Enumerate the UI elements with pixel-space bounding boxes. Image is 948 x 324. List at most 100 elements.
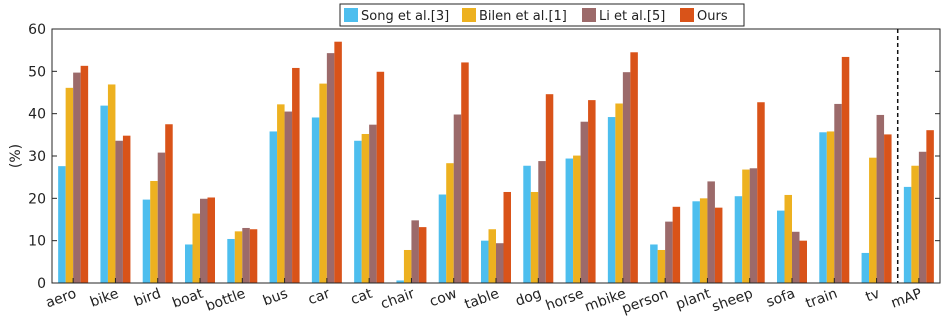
bar-horse-series-1 — [565, 158, 574, 283]
x-tick-label-aero: aero — [44, 286, 79, 312]
x-tick-label-plant: plant — [674, 286, 714, 313]
bar-table-series-3 — [496, 243, 504, 283]
legend-swatch-4 — [680, 8, 694, 22]
bar-car-series-3 — [326, 53, 335, 283]
bar-sheep-series-1 — [734, 196, 743, 283]
bar-sheep-series-3 — [749, 168, 758, 283]
legend-label-2: Bilen et al.[1] — [479, 9, 567, 24]
bar-chair-series-1 — [396, 280, 404, 283]
bar-cow-series-4 — [461, 62, 469, 283]
x-tick-label-table: table — [463, 286, 502, 313]
bar-mbike-series-4 — [630, 52, 638, 283]
x-tick-label-boat: boat — [170, 286, 206, 312]
bar-cow-series-3 — [453, 114, 462, 283]
bar-bus-series-2 — [277, 104, 285, 283]
bar-mbike-series-1 — [607, 117, 616, 283]
bar-table-series-1 — [481, 240, 489, 283]
bar-cow-series-1 — [438, 194, 447, 283]
legend-swatch-3 — [582, 8, 596, 22]
x-tick-label-sheep: sheep — [710, 286, 755, 316]
bar-bike-series-3 — [115, 140, 123, 283]
bar-cat-series-3 — [369, 124, 377, 283]
bar-chair-series-4 — [418, 227, 427, 283]
bar-car-series-2 — [319, 83, 327, 283]
bar-bird-series-4 — [165, 124, 173, 283]
bar-train-series-3 — [834, 103, 842, 284]
bar-plant-series-3 — [707, 181, 715, 283]
legend-label-3: Li et al.[5] — [599, 9, 665, 24]
y-tick-label: 60 — [28, 22, 46, 38]
bar-sofa-series-3 — [792, 231, 800, 283]
x-tick-label-bike: bike — [88, 286, 121, 311]
bar-horse-series-3 — [580, 121, 589, 284]
bar-tv-series-1 — [861, 252, 870, 283]
x-tick-label-train: train — [804, 286, 840, 312]
bar-tv-series-3 — [876, 114, 885, 283]
bar-boat-series-4 — [207, 197, 215, 283]
x-tick-label-person: person — [620, 286, 671, 317]
bar-map-series-4 — [926, 130, 934, 283]
bar-table-series-4 — [503, 191, 511, 283]
bar-dog-series-2 — [530, 191, 539, 283]
legend-box — [339, 3, 745, 27]
bar-table-series-2 — [488, 229, 496, 283]
x-tick-label-cow: cow — [428, 286, 460, 311]
x-tick-label-tv: tv — [864, 286, 882, 306]
bar-train-series-1 — [819, 132, 827, 283]
y-tick-label: 50 — [28, 64, 46, 80]
bar-person-series-4 — [672, 206, 681, 283]
legend-label-1: Song et al.[3] — [361, 9, 449, 24]
bar-bottle-series-3 — [242, 227, 250, 283]
y-tick-label: 40 — [28, 107, 46, 123]
bar-dog-series-4 — [545, 94, 554, 283]
x-tick-label-bottle: bottle — [204, 286, 248, 315]
bar-bus-series-3 — [284, 111, 293, 283]
x-tick-label-chair: chair — [379, 286, 417, 313]
legend-label-4: Ours — [697, 9, 728, 24]
bar-plant-series-4 — [714, 207, 723, 283]
bar-bottle-series-4 — [249, 229, 258, 283]
bar-plant-series-1 — [692, 201, 700, 283]
x-tick-label-horse: horse — [544, 286, 586, 314]
bar-bike-series-1 — [100, 105, 108, 284]
x-tick-label-bird: bird — [132, 286, 163, 310]
bar-person-series-2 — [657, 249, 666, 283]
bar-sofa-series-2 — [784, 194, 792, 283]
bar-tv-series-4 — [884, 134, 892, 283]
bar-aero-series-1 — [58, 166, 66, 283]
bar-sofa-series-4 — [799, 240, 807, 283]
bar-train-series-4 — [841, 56, 850, 283]
bar-boat-series-2 — [192, 213, 200, 283]
y-tick-label: 20 — [28, 191, 46, 207]
bar-aero-series-2 — [65, 87, 74, 283]
y-axis-label: (%) — [8, 144, 24, 168]
y-tick-label: 30 — [28, 149, 46, 165]
bar-bus-series-1 — [269, 131, 278, 283]
bar-map-series-3 — [918, 151, 927, 283]
bar-bird-series-1 — [142, 199, 151, 283]
bar-bike-series-2 — [107, 84, 116, 284]
bar-dog-series-1 — [523, 165, 531, 283]
x-tick-label-dog: dog — [513, 286, 543, 310]
bar-aero-series-3 — [73, 72, 81, 283]
bar-person-series-3 — [665, 221, 673, 283]
bar-cat-series-2 — [361, 133, 370, 283]
bar-boat-series-3 — [200, 198, 208, 283]
bar-bottle-series-2 — [234, 231, 243, 283]
bar-cow-series-2 — [446, 163, 454, 283]
bar-chair-series-3 — [411, 220, 419, 283]
bar-sheep-series-2 — [742, 169, 750, 283]
bar-horse-series-2 — [573, 155, 581, 283]
x-tick-label-car: car — [306, 286, 332, 309]
bar-bike-series-4 — [122, 135, 131, 283]
bar-sheep-series-4 — [757, 102, 765, 284]
bar-dog-series-3 — [538, 161, 546, 283]
y-tick-label: 10 — [28, 234, 46, 250]
bar-car-series-1 — [311, 117, 320, 283]
x-tick-label-map: mAP — [889, 286, 924, 312]
legend-swatch-2 — [462, 8, 476, 22]
bar-map-series-1 — [903, 186, 912, 283]
bar-train-series-2 — [826, 131, 835, 283]
bar-bottle-series-1 — [227, 238, 235, 283]
